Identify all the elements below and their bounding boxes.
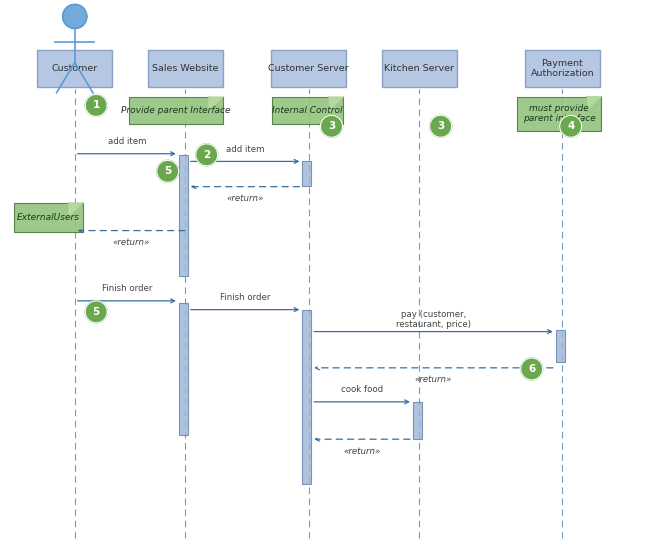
Text: Sales Website: Sales Website	[152, 64, 218, 73]
FancyBboxPatch shape	[179, 303, 188, 435]
Polygon shape	[517, 97, 601, 131]
Text: 6: 6	[528, 364, 536, 374]
Text: 4: 4	[567, 121, 575, 131]
Polygon shape	[272, 97, 343, 124]
Text: «return»: «return»	[415, 376, 452, 384]
FancyBboxPatch shape	[38, 50, 112, 87]
Text: pay (customer,
restaurant, price): pay (customer, restaurant, price)	[396, 310, 471, 329]
Polygon shape	[587, 97, 601, 111]
Text: 5: 5	[92, 307, 100, 317]
Text: Finish order: Finish order	[220, 293, 270, 302]
Polygon shape	[320, 115, 343, 137]
Text: «return»: «return»	[226, 194, 264, 203]
Polygon shape	[157, 160, 179, 182]
FancyBboxPatch shape	[556, 330, 565, 362]
FancyBboxPatch shape	[302, 310, 311, 484]
Polygon shape	[196, 144, 218, 166]
Text: must provide
parent interface: must provide parent interface	[523, 104, 595, 124]
FancyBboxPatch shape	[148, 50, 222, 87]
Text: Customer Server: Customer Server	[268, 64, 349, 73]
Polygon shape	[560, 115, 582, 137]
Text: «return»: «return»	[343, 447, 381, 456]
FancyBboxPatch shape	[382, 50, 456, 87]
Text: add item: add item	[107, 137, 146, 146]
Polygon shape	[129, 97, 223, 124]
Polygon shape	[62, 4, 87, 29]
Polygon shape	[85, 94, 107, 116]
Polygon shape	[14, 203, 83, 232]
Text: «return»: «return»	[112, 238, 150, 247]
Polygon shape	[85, 301, 107, 323]
Text: Payment
Authorization: Payment Authorization	[530, 59, 594, 79]
Text: Kitchen Server: Kitchen Server	[384, 64, 454, 73]
Polygon shape	[430, 115, 452, 137]
FancyBboxPatch shape	[413, 402, 422, 439]
Text: 1: 1	[92, 100, 100, 110]
Text: 3: 3	[437, 121, 445, 131]
Polygon shape	[209, 97, 223, 111]
FancyBboxPatch shape	[179, 155, 188, 276]
FancyBboxPatch shape	[302, 161, 311, 186]
Polygon shape	[68, 203, 83, 217]
Polygon shape	[329, 97, 343, 111]
Text: Provide parent Interface: Provide parent Interface	[121, 106, 231, 115]
Text: ExternalUsers: ExternalUsers	[17, 213, 80, 222]
Text: Customer: Customer	[51, 64, 98, 73]
Text: Internal Control: Internal Control	[272, 106, 343, 115]
FancyBboxPatch shape	[272, 50, 346, 87]
Text: 3: 3	[328, 121, 335, 131]
Text: Finish order: Finish order	[101, 284, 152, 293]
FancyBboxPatch shape	[525, 50, 599, 87]
Text: cook food: cook food	[341, 385, 383, 394]
Text: add item: add item	[226, 145, 265, 154]
Text: 2: 2	[203, 150, 211, 160]
Text: 5: 5	[164, 166, 172, 176]
Polygon shape	[521, 358, 543, 380]
